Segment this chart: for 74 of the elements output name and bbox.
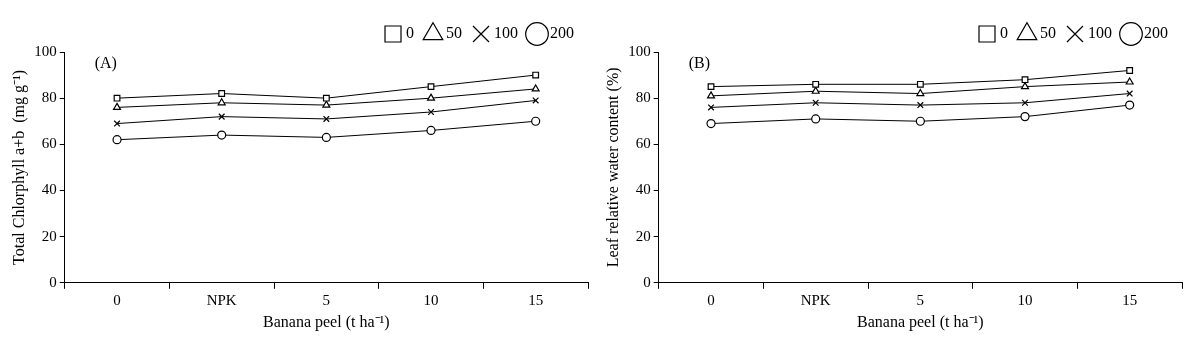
y-tick-label: 80 xyxy=(635,89,651,106)
point xyxy=(426,125,436,136)
legend-label: 50 xyxy=(1040,24,1056,42)
legend-label: 200 xyxy=(550,24,574,42)
point xyxy=(1126,67,1134,74)
x-tick-label: NPK xyxy=(206,291,237,308)
point xyxy=(426,93,436,101)
point xyxy=(915,116,925,126)
point xyxy=(1021,99,1029,107)
x-tick-label: 5 xyxy=(916,291,925,308)
point xyxy=(112,135,122,145)
point xyxy=(322,115,330,123)
point xyxy=(217,130,227,140)
y-tick-label: 60 xyxy=(635,135,651,152)
point xyxy=(113,120,121,127)
point xyxy=(1020,82,1030,90)
legend-label: 200 xyxy=(1144,24,1168,42)
point xyxy=(532,97,540,104)
annotation: (B) xyxy=(688,54,711,73)
point xyxy=(532,71,540,79)
point xyxy=(707,103,715,111)
y-axis-title: Leaf relative water content (%) xyxy=(603,67,622,268)
annotation: (A) xyxy=(94,54,117,73)
point xyxy=(322,94,330,102)
point xyxy=(1125,77,1134,85)
point xyxy=(531,116,541,126)
point xyxy=(916,80,924,88)
point xyxy=(1020,112,1030,122)
point xyxy=(531,84,540,92)
legend-label: 100 xyxy=(494,24,518,42)
point xyxy=(706,91,716,99)
point xyxy=(113,94,121,102)
point xyxy=(916,88,925,97)
y-tick-label: 0 xyxy=(49,273,57,290)
x-tick-label: 0 xyxy=(707,291,715,308)
x-tick-label: 5 xyxy=(322,291,331,308)
legend-label: 0 xyxy=(1000,24,1008,42)
y-axis-title: Total Chlorphyll a+b (mg g⁻¹) xyxy=(9,69,28,265)
y-tick-label: 20 xyxy=(635,227,651,244)
x-tick-label: 15 xyxy=(1122,291,1138,308)
x-axis-title: Banana peel (t ha⁻¹) xyxy=(263,312,390,331)
point xyxy=(812,80,820,88)
x-axis-title: Banana peel (t ha⁻¹) xyxy=(857,312,984,331)
point xyxy=(916,101,924,109)
point xyxy=(1126,90,1134,97)
y-tick-label: 100 xyxy=(628,42,651,59)
point xyxy=(812,99,820,107)
point xyxy=(321,132,331,142)
y-tick-label: 60 xyxy=(41,135,57,152)
x-tick-label: 10 xyxy=(423,291,439,308)
point xyxy=(811,86,820,94)
y-tick-label: 0 xyxy=(643,273,651,290)
point xyxy=(707,83,715,91)
y-tick-label: 20 xyxy=(41,227,57,244)
point xyxy=(218,90,226,97)
point xyxy=(1021,76,1029,84)
legend-label: 50 xyxy=(446,24,462,42)
point xyxy=(112,102,122,110)
y-tick-label: 40 xyxy=(41,181,57,198)
x-tick-label: 15 xyxy=(528,291,544,308)
legend-label: 100 xyxy=(1088,24,1112,42)
point xyxy=(322,100,331,108)
y-tick-label: 40 xyxy=(635,181,651,198)
point xyxy=(1125,100,1135,110)
legend-label: 0 xyxy=(406,24,414,42)
y-tick-label: 100 xyxy=(34,42,57,59)
point xyxy=(811,114,821,124)
point xyxy=(217,98,226,106)
point xyxy=(706,118,716,129)
x-tick-label: 10 xyxy=(1017,291,1033,308)
x-tick-label: NPK xyxy=(800,291,831,308)
y-tick-label: 80 xyxy=(41,89,57,106)
point xyxy=(427,83,435,91)
x-tick-label: 0 xyxy=(113,291,121,308)
